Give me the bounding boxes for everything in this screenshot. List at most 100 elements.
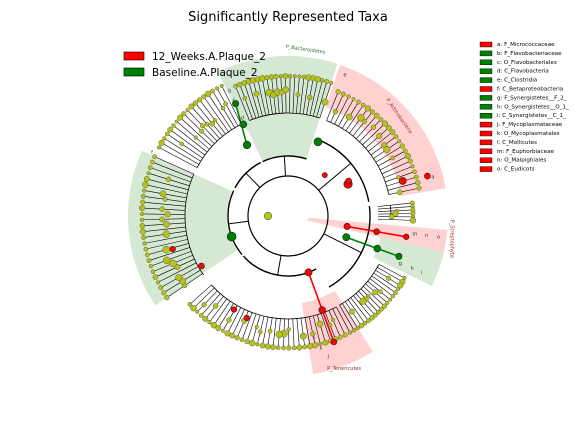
leaf-node-proteo-b	[358, 323, 365, 329]
phylum-label-streptophyta: P_Streptophyta	[448, 220, 454, 258]
leaf-node-proteo-b	[372, 312, 378, 318]
chart-title: Significantly Represented Taxa	[188, 10, 388, 25]
leaf-node-actino	[415, 179, 421, 186]
leaf-node-firm-a	[174, 119, 179, 124]
inner-node-firm-a	[179, 141, 184, 147]
leaf-node-bottom	[291, 345, 297, 351]
leaf-node-firm-b	[301, 74, 307, 80]
branch-firm-a	[176, 121, 210, 150]
leaf-node-actino	[412, 169, 417, 174]
leaf-node-proteo-b	[388, 297, 393, 302]
leaf-node-proteo-a	[409, 217, 417, 224]
taxa-legend-label: g: F_Synergistetes__F_2_	[497, 95, 567, 101]
branch-proteo-b	[363, 286, 385, 307]
leaf-node-bact	[142, 241, 147, 246]
branch-firm-b	[292, 76, 296, 114]
leaf-node-bottom	[270, 344, 276, 350]
leaf-node-bact	[152, 154, 157, 159]
leaf-node-actino	[373, 112, 380, 119]
leaf-node-proteo-b	[395, 287, 400, 292]
taxa-legend-swatch	[479, 121, 493, 128]
branch-firm-b	[312, 80, 323, 117]
inner-node-bact	[169, 259, 177, 268]
leaf-node-bact	[139, 228, 146, 235]
branch-bact	[150, 167, 191, 183]
leaf-node-bottom	[244, 338, 250, 345]
leaf-node-proteo-b	[397, 282, 404, 289]
taxa-legend-swatch	[479, 130, 493, 137]
leaf-node-bottom	[342, 332, 348, 338]
leaf-node-proteo-b	[366, 318, 371, 324]
inner-node-bact	[162, 256, 171, 265]
leaf-node-bottom	[286, 345, 292, 351]
inner-node-bottom	[299, 332, 307, 340]
branch-bact	[142, 213, 186, 215]
node-flavobacteriales-c	[239, 120, 248, 129]
branch-firm-a	[170, 129, 206, 156]
taxa-legend-label: m: F_Euphorbiaceae	[497, 149, 555, 155]
inner-node-bact	[162, 196, 168, 202]
wedge-letter-n: n	[425, 233, 428, 239]
inner-node-bottom	[212, 303, 219, 309]
phylum-edge-firmicutes-b	[283, 156, 287, 177]
leaf-node-bact	[150, 269, 156, 274]
phylum-edge-actinobacteria	[318, 162, 352, 191]
node-bacteroidetes	[226, 231, 237, 242]
leaf-node-bottom	[215, 325, 222, 331]
leaf-node-firm-a	[185, 108, 190, 113]
leaf-node-bottom	[306, 343, 314, 350]
branch-firm-b	[239, 84, 253, 120]
branch-firm-a	[161, 142, 200, 165]
inner-node-actino	[332, 109, 339, 115]
branch-bottom	[213, 301, 231, 326]
branch-actino	[330, 93, 344, 123]
branch-firm-b	[235, 86, 250, 121]
leaf-node-actino	[416, 185, 422, 191]
taxa-legend-label: i: C_Synergistetes__C_1_	[497, 113, 566, 119]
arc-actino	[326, 120, 390, 195]
wedge-letter-m: m	[412, 231, 417, 237]
highlight-path-1	[345, 236, 400, 258]
branch-firm-a	[221, 85, 242, 125]
leaf-node-firm-b	[259, 75, 266, 82]
leaf-node-actino	[378, 117, 384, 122]
taxa-legend-label: o: C_Eudicots	[497, 167, 535, 173]
legend-main: 12_Weeks.A.Plaque_2 Baseline.A.Plaque_2	[123, 51, 266, 79]
branch-bottom	[300, 318, 306, 347]
taxa-legend-label: d: C_Flavobacteria	[497, 69, 549, 75]
inner-node-bottom	[316, 320, 324, 328]
leaf-node-proteo-b	[375, 309, 381, 315]
node-red-left-a	[198, 262, 205, 270]
leaf-node-bact	[140, 199, 146, 205]
tree-nodes	[139, 73, 431, 351]
leaf-node-actino	[402, 148, 408, 154]
inner-node-bottom	[267, 328, 273, 334]
leaf-node-firm-a	[164, 131, 170, 137]
leaf-node-firm-a	[192, 100, 199, 106]
leaf-node-actino	[393, 134, 399, 139]
leaf-node-actino	[369, 109, 375, 115]
legend-swatch-group2	[123, 67, 145, 77]
leaf-node-bottom	[264, 343, 271, 350]
taxa-legend-label: j: F_Mycoplasmataceae	[496, 122, 563, 128]
leaf-node-bottom	[234, 335, 240, 341]
branch-bottom	[320, 313, 331, 342]
leaf-node-firm-a	[171, 123, 176, 128]
leaf-node-bottom	[337, 334, 343, 340]
inner-node-proteo-a	[392, 210, 399, 217]
leaf-node-actino	[346, 94, 351, 99]
inner-node-proteo-b	[385, 275, 392, 281]
leaf-node-bact	[141, 235, 146, 240]
wedge-letter-g: g	[399, 261, 402, 267]
leaf-node-proteo-b	[379, 306, 384, 312]
branch-firm-b	[289, 76, 291, 114]
leaf-node-bottom	[195, 310, 200, 314]
inner-node-proteo-b	[372, 289, 379, 296]
inner-node-actino	[383, 146, 391, 153]
branch-proteo-b	[342, 303, 358, 329]
leaf-node-bact	[146, 171, 151, 176]
taxa-legend-swatch	[479, 166, 493, 172]
branch-firm-a	[183, 113, 215, 145]
branch-firm-a	[195, 102, 223, 137]
